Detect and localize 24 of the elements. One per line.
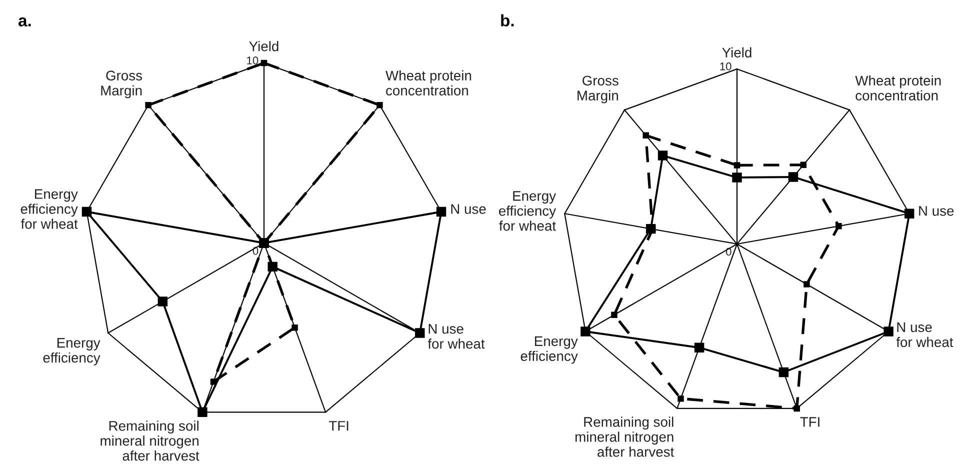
spoke-label: Energy efficiency for wheat	[498, 191, 556, 231]
spoke-label: Yield	[722, 47, 752, 58]
chart-title: b.	[501, 14, 514, 26]
spoke-label: Energy efficiency	[520, 336, 578, 364]
spoke-label: Wheat protein concentration	[386, 70, 472, 96]
spoke-label: N use for wheat	[428, 324, 485, 349]
chart-title: a.	[18, 17, 31, 26]
y-tick-label: 10	[720, 62, 732, 70]
spoke-label: TFI	[328, 421, 348, 431]
spoke-label: TFI	[800, 417, 820, 427]
spoke-label: N use	[451, 204, 486, 214]
spoke-label: Energy efficiency for wheat	[20, 189, 78, 229]
spoke-label: Remaining soil mineral nitrogen after harvest	[100, 420, 200, 461]
spoke-label: Remaining soil mineral nitrogen after harvest	[575, 416, 674, 457]
spoke-label: Wheat protein concentration	[855, 75, 941, 100]
spoke-label: N use	[919, 206, 954, 216]
spoke-label: Energy efficiency	[43, 338, 100, 366]
spoke-label: Yield	[249, 41, 278, 52]
spoke-label: Gross Margin	[101, 70, 142, 98]
y-tick-label: 0	[726, 248, 732, 256]
y-tick-label: 0	[252, 246, 258, 255]
y-tick-label: 10	[247, 56, 258, 64]
spoke-label: Gross Margin	[578, 76, 618, 104]
spoke-label: N use for wheat	[896, 322, 954, 348]
